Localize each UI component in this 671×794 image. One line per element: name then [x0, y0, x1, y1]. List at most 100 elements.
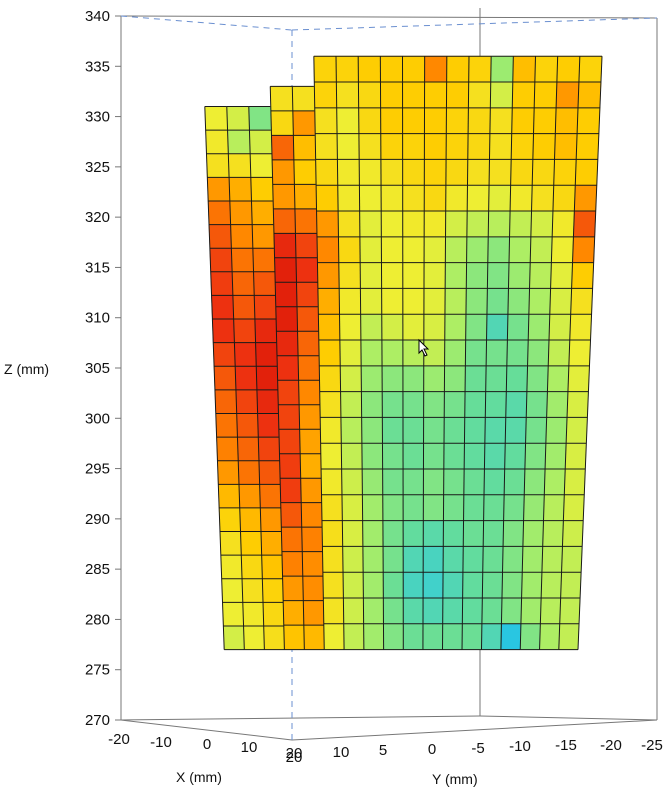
heatmap-cell — [340, 442, 363, 470]
heatmap-cell — [443, 417, 466, 444]
heatmap-cell — [402, 597, 424, 625]
heatmap-cell — [504, 442, 526, 470]
heatmap-cell — [280, 502, 303, 528]
z-tick-label: 315 — [85, 259, 110, 276]
heatmap-cell — [551, 210, 575, 238]
heatmap-cell — [256, 389, 279, 414]
z-tick-label: 335 — [85, 58, 110, 75]
heatmap-cell — [242, 602, 265, 627]
heatmap-cell — [546, 391, 569, 418]
heatmap-cell — [381, 391, 404, 418]
heatmap-cell — [337, 184, 361, 212]
heatmap-cell — [237, 460, 260, 485]
heatmap-cell — [529, 236, 553, 263]
z-tick-label: 310 — [85, 310, 110, 327]
heatmap-cell — [342, 571, 364, 599]
z-tick-label: 305 — [85, 360, 110, 377]
heatmap-cell — [555, 81, 580, 109]
heatmap-cell — [359, 262, 382, 289]
heatmap-cell — [317, 262, 340, 289]
box-dashed-top-edge-2 — [291, 17, 658, 31]
heatmap-cell — [209, 247, 233, 273]
heatmap-cell — [501, 597, 522, 625]
heatmap-cell — [445, 184, 468, 212]
heatmap-cell — [402, 159, 425, 186]
heatmap-cell — [337, 210, 361, 238]
heatmap-cell — [297, 355, 320, 381]
heatmap-cell — [317, 288, 340, 315]
heatmap-cell — [249, 129, 272, 154]
heatmap-cell — [423, 339, 446, 367]
heatmap-cell — [442, 546, 464, 573]
heatmap-cell — [402, 468, 424, 496]
heatmap-cell — [278, 428, 301, 455]
heatmap-cell — [424, 133, 447, 160]
heatmap-cell — [534, 55, 559, 83]
heatmap-cell — [465, 262, 489, 289]
heatmap-cell — [424, 81, 447, 109]
x-axis-label: X (mm) — [176, 769, 222, 785]
heatmap-cell — [314, 107, 338, 134]
heatmap-cell — [381, 262, 404, 289]
heatmap-cell — [402, 417, 424, 444]
heatmap-cell — [487, 262, 510, 289]
y-axis-label: Y (mm) — [432, 771, 478, 787]
heatmap-cell — [343, 623, 365, 650]
heatmap-cell — [291, 86, 315, 112]
heatmap-cell — [402, 494, 424, 521]
heatmap-cell — [466, 210, 489, 238]
heatmap-cell — [562, 520, 584, 547]
heatmap-cell — [249, 153, 273, 178]
heatmap-cell — [257, 413, 280, 438]
heatmap-cell — [362, 571, 384, 599]
heatmap-cell — [243, 625, 265, 650]
heatmap-cell — [212, 342, 236, 367]
heatmap-cell — [380, 107, 403, 134]
heatmap-cell — [361, 391, 383, 418]
box-bottom-right-edge — [291, 719, 658, 741]
mesh-column-line — [539, 56, 559, 650]
heatmap-cell — [443, 442, 465, 470]
heatmap-cell — [465, 313, 488, 341]
heatmap-cell — [342, 546, 364, 573]
heatmap-cell — [299, 453, 322, 479]
heatmap-cell — [533, 81, 558, 109]
heatmap-cell — [464, 417, 486, 444]
heatmap-cell — [507, 288, 530, 315]
heatmap-cell — [565, 417, 588, 444]
heatmap-cell — [239, 507, 262, 532]
mesh-column-line — [357, 56, 365, 650]
heatmap-cell — [442, 623, 463, 650]
heatmap-cell — [503, 468, 526, 496]
heatmap-cell — [467, 107, 491, 134]
heatmap-cell — [260, 531, 283, 556]
heatmap-cell — [357, 55, 381, 83]
z-tick-label: 270 — [85, 712, 110, 729]
heatmap-cell — [423, 417, 445, 444]
heatmap-cell — [422, 623, 444, 650]
heatmap-cell — [504, 417, 527, 444]
heatmap-cell — [262, 602, 285, 627]
heatmap-cell — [423, 365, 445, 392]
heatmap-cell — [218, 507, 241, 532]
heatmap-cell — [302, 575, 324, 601]
heatmap-cell — [259, 483, 282, 509]
heatmap-cell — [486, 313, 509, 341]
heatmap-cell — [296, 281, 319, 308]
heatmap-cell — [217, 483, 241, 509]
heatmap-cell — [319, 417, 342, 444]
heatmap-cell — [340, 391, 362, 418]
heatmap-cell — [382, 571, 404, 599]
heatmap-cell — [282, 600, 305, 626]
mesh-column-line — [313, 56, 325, 650]
heatmap-cell — [423, 313, 446, 341]
heatmap-cell — [293, 135, 316, 161]
heatmap-cell — [531, 159, 555, 186]
heatmap-cell — [205, 129, 229, 154]
heatmap-cell — [542, 520, 564, 547]
z-tick-label: 280 — [85, 611, 110, 628]
heatmap-cell — [423, 236, 446, 263]
heatmap-cell — [295, 257, 318, 283]
heatmap-cell — [577, 81, 602, 109]
heatmap-cell — [560, 571, 582, 599]
